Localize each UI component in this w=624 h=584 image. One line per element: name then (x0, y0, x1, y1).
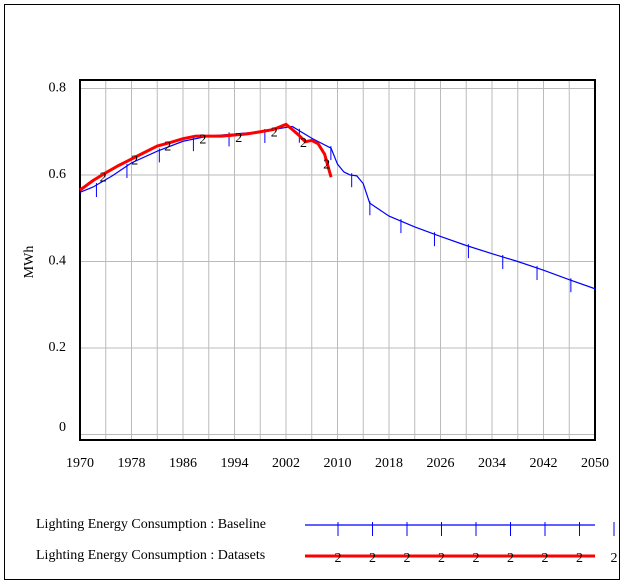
marker: 2 (576, 551, 583, 566)
marker: 2 (404, 551, 411, 566)
x-tick-label: 2018 (375, 456, 403, 471)
x-tick-label: 1986 (169, 456, 197, 471)
marker: 2 (335, 551, 342, 566)
marker: 2 (100, 171, 107, 186)
legend-label: Lighting Energy Consumption : Datasets (36, 548, 265, 563)
x-tick-label: 2010 (324, 456, 352, 471)
marker: 2 (369, 551, 376, 566)
marker: 2 (323, 158, 330, 173)
frame (4, 4, 620, 580)
x-tick-label: 2050 (581, 456, 609, 471)
marker: 2 (199, 132, 206, 147)
marker: 2 (235, 131, 242, 146)
marker: 2 (507, 551, 514, 566)
x-tick-label: 1994 (221, 456, 249, 471)
marker: 2 (131, 154, 138, 169)
x-tick-label: 2026 (427, 456, 455, 471)
x-tick-label: 2034 (478, 456, 506, 471)
marker: 2 (438, 551, 445, 566)
x-tick-label: 1978 (118, 456, 146, 471)
y-tick-label: 0.6 (49, 167, 67, 182)
marker: 2 (611, 551, 618, 566)
marker: 2 (271, 125, 278, 140)
marker: 2 (300, 136, 307, 151)
y-tick-label: 0 (59, 420, 66, 435)
series-line (79, 125, 596, 290)
x-tick-label: 1970 (66, 456, 94, 471)
marker: 2 (164, 139, 171, 154)
marker: 2 (542, 551, 549, 566)
x-tick-label: 2042 (530, 456, 558, 471)
y-axis-label: MWh (22, 246, 37, 279)
series-line (79, 122, 333, 192)
y-tick-label: 0.8 (49, 81, 67, 96)
legend-label: Lighting Energy Consumption : Baseline (36, 517, 266, 532)
marker: 2 (473, 551, 480, 566)
plot-border (79, 79, 596, 441)
x-tick-label: 2002 (272, 456, 300, 471)
y-tick-label: 0.4 (49, 254, 67, 269)
y-tick-label: 0.2 (49, 340, 67, 355)
